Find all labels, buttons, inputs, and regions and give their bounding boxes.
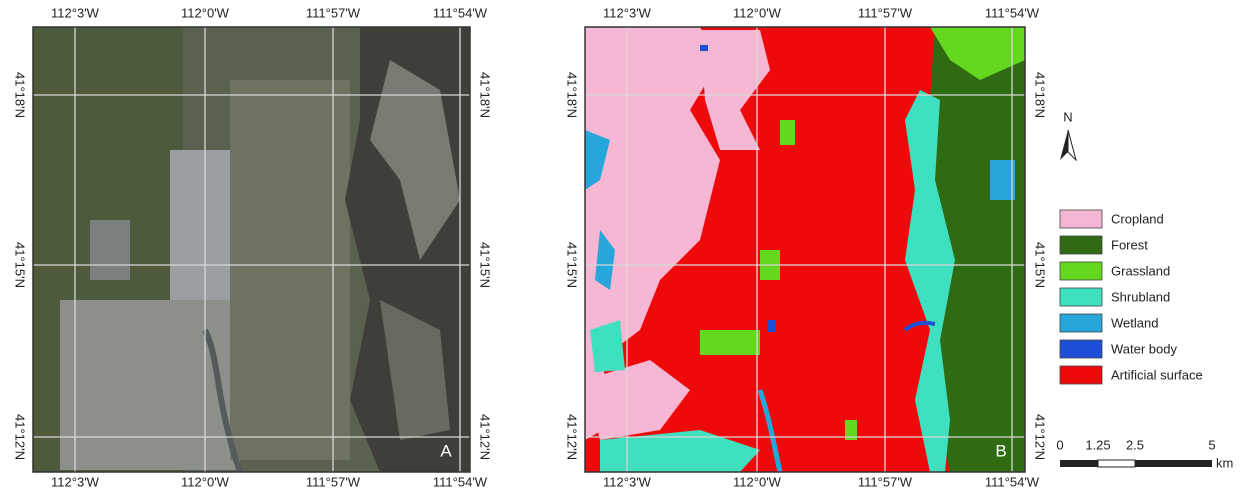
scale-bar (1060, 460, 1212, 467)
latitude-label: 41°15'N (478, 242, 493, 288)
latitude-label: 41°18'N (478, 72, 493, 118)
legend-label: Artificial surface (1111, 367, 1203, 382)
legend-swatch (1060, 210, 1102, 228)
panel-letter: A (440, 441, 452, 460)
latitude-label: 41°15'N (565, 242, 580, 288)
latitude-label: 41°12'N (1033, 414, 1048, 460)
longitude-label: 111°54'W (985, 474, 1040, 489)
legend-label: Wetland (1111, 315, 1158, 330)
legend-swatch (1060, 236, 1102, 254)
scale-label: 0 (1056, 437, 1063, 452)
longitude-label: 111°57'W (858, 474, 913, 489)
longitude-label: 112°3'W (603, 5, 652, 20)
scale-label: 1.25 (1085, 437, 1110, 452)
longitude-label: 112°0'W (181, 5, 230, 20)
north-arrow: N (1060, 109, 1076, 160)
scale-unit: km (1216, 455, 1233, 470)
latitude-label: 41°18'N (13, 72, 28, 118)
longitude-label: 112°0'W (733, 474, 782, 489)
legend-label: Shrubland (1111, 289, 1170, 304)
longitude-label: 111°57'W (858, 5, 913, 20)
latitude-label: 41°12'N (478, 414, 493, 460)
legend-swatch (1060, 366, 1102, 384)
legend-label: Grassland (1111, 263, 1170, 278)
figure: N 112°3'W 112°3'W 112°0'W 112°0'W 111°57'W 11… (0, 0, 1247, 493)
longitude-label: 111°54'W (433, 5, 488, 20)
land-cover-map (585, 27, 1025, 472)
land-cover-patch (768, 320, 776, 332)
longitude-label: 111°54'W (985, 5, 1040, 20)
longitude-label: 112°3'W (51, 5, 100, 20)
longitude-label: 112°0'W (733, 5, 782, 20)
latitude-label: 41°18'N (565, 72, 580, 118)
legend-swatch (1060, 314, 1102, 332)
longitude-label: 111°57'W (306, 474, 361, 489)
north-label: N (1063, 109, 1072, 124)
legend-label: Forest (1111, 237, 1148, 252)
legend-label: Cropland (1111, 211, 1164, 226)
legend-swatch (1060, 262, 1102, 280)
latitude-label: 41°12'N (565, 414, 580, 460)
latitude-label: 41°15'N (1033, 242, 1048, 288)
legend-label: Water body (1111, 341, 1177, 356)
scale-label: 2.5 (1126, 437, 1144, 452)
satellite-image (33, 27, 470, 472)
legend-swatch (1060, 340, 1102, 358)
land-cover-patch (990, 160, 1015, 200)
scale-label: 5 (1208, 437, 1215, 452)
longitude-label: 112°3'W (603, 474, 652, 489)
longitude-label: 111°57'W (306, 5, 361, 20)
legend-swatch (1060, 288, 1102, 306)
latitude-label: 41°15'N (13, 242, 28, 288)
land-cover-patch (700, 45, 708, 51)
land-cover-patch (780, 120, 795, 145)
land-cover-patch (700, 330, 760, 355)
latitude-label: 41°18'N (1033, 72, 1048, 118)
longitude-label: 111°54'W (433, 474, 488, 489)
longitude-label: 112°3'W (51, 474, 100, 489)
panel-letter: B (995, 441, 1006, 460)
latitude-label: 41°12'N (13, 414, 28, 460)
longitude-label: 112°0'W (181, 474, 230, 489)
